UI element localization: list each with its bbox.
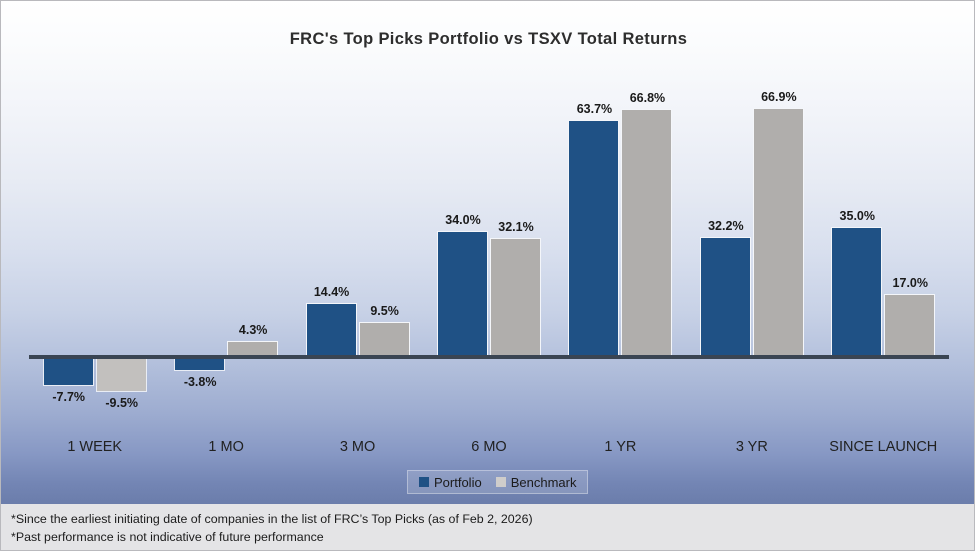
bar-portfolio[interactable]: [42, 357, 94, 386]
legend-swatch-portfolio-icon: [419, 477, 429, 487]
category-label-3-yr: 3 YR: [735, 439, 768, 455]
bar-value-label: 66.9%: [761, 90, 797, 105]
bars-row: 35.0% 17.0%: [826, 61, 940, 357]
bar-value-label: 32.1%: [498, 219, 534, 234]
category-axis: 1 WEEK 1 MO 3 MO 6 MO 1 YR 3 YR SINCE LAUNCH: [29, 439, 949, 461]
legend-swatch-benchmark-icon: [495, 477, 506, 487]
footnote-line: *Since the earliest initiating date of c…: [11, 512, 533, 526]
bar-value-label: 66.8%: [629, 90, 666, 105]
bar-benchmark[interactable]: [358, 321, 410, 357]
bar-benchmark[interactable]: [884, 293, 936, 357]
bars-row: -7.7% -9.5%: [38, 61, 152, 410]
bar-group: 63.7% 66.8%: [563, 61, 677, 357]
legend-item-portfolio[interactable]: Portfolio: [419, 475, 482, 490]
bar-value-label: 9.5%: [370, 303, 399, 318]
bars-row: 32.2% 66.9%: [695, 61, 809, 357]
bar-portfolio[interactable]: [831, 226, 883, 357]
zero-axis-line: [29, 355, 949, 359]
bars-row: 14.4% 9.5%: [301, 61, 415, 357]
bar-value-label: -7.7%: [52, 389, 86, 404]
bar-value-label: 32.2%: [708, 219, 744, 234]
bars-row: -3.8% 4.3%: [169, 61, 283, 389]
bar-portfolio[interactable]: [305, 303, 357, 357]
bar-benchmark[interactable]: [621, 108, 673, 357]
chart-legend: Portfolio Benchmark: [407, 470, 589, 494]
plot-area: -7.7% -9.5% -3.8% 4.3% 14.4% 9.5% 34.0% 32.1% 63…: [29, 61, 949, 410]
bar-benchmark[interactable]: [95, 357, 147, 393]
bar-value-label: -3.8%: [183, 375, 217, 390]
chart-title: FRC's Top Picks Portfolio vs TSXV Total …: [289, 30, 688, 48]
bars-row: 63.7% 66.8%: [563, 61, 677, 357]
bar-group: -3.8% 4.3%: [169, 61, 283, 389]
category-label-1-yr: 1 YR: [604, 439, 637, 455]
category-label-1-mo: 1 MO: [208, 439, 244, 455]
bars-row: 34.0% 32.1%: [432, 61, 546, 357]
bar-value-label: 14.4%: [313, 285, 350, 300]
bar-group: 32.2% 66.9%: [695, 61, 809, 357]
bar-value-label: -9.5%: [105, 396, 139, 411]
footnote-line: *Past performance is not indicative of f…: [11, 530, 324, 544]
bar-value-label: 35.0%: [839, 208, 875, 223]
bar-portfolio[interactable]: [174, 357, 226, 372]
legend-item-benchmark[interactable]: Benchmark: [495, 474, 577, 490]
bar-group: -7.7% -9.5%: [38, 61, 152, 410]
bar-portfolio[interactable]: [568, 120, 620, 357]
bar-portfolio[interactable]: [699, 237, 751, 357]
bar-portfolio[interactable]: [437, 230, 488, 357]
category-label-6-mo: 6 MO: [471, 439, 507, 455]
bar-group: 35.0% 17.0%: [826, 61, 940, 357]
bar-benchmark[interactable]: [752, 108, 804, 357]
footnotes: *Since the earliest initiating date of c…: [1, 504, 974, 550]
category-label-since-launch: SINCE LAUNCH: [829, 439, 938, 455]
bar-value-label: 17.0%: [892, 275, 928, 290]
bar-value-label: 34.0%: [445, 212, 481, 227]
bar-group: 34.0% 32.1%: [432, 61, 546, 357]
category-label-3-mo: 3 MO: [339, 439, 376, 455]
legend-label-benchmark: Benchmark: [510, 474, 577, 490]
category-label-1-week: 1 WEEK: [67, 439, 123, 455]
bar-value-label: 63.7%: [576, 102, 613, 117]
legend-label-portfolio: Portfolio: [434, 474, 482, 490]
bar-group: 14.4% 9.5%: [301, 61, 415, 357]
bar-value-label: 4.3%: [238, 323, 268, 338]
bar-benchmark[interactable]: [490, 237, 541, 357]
